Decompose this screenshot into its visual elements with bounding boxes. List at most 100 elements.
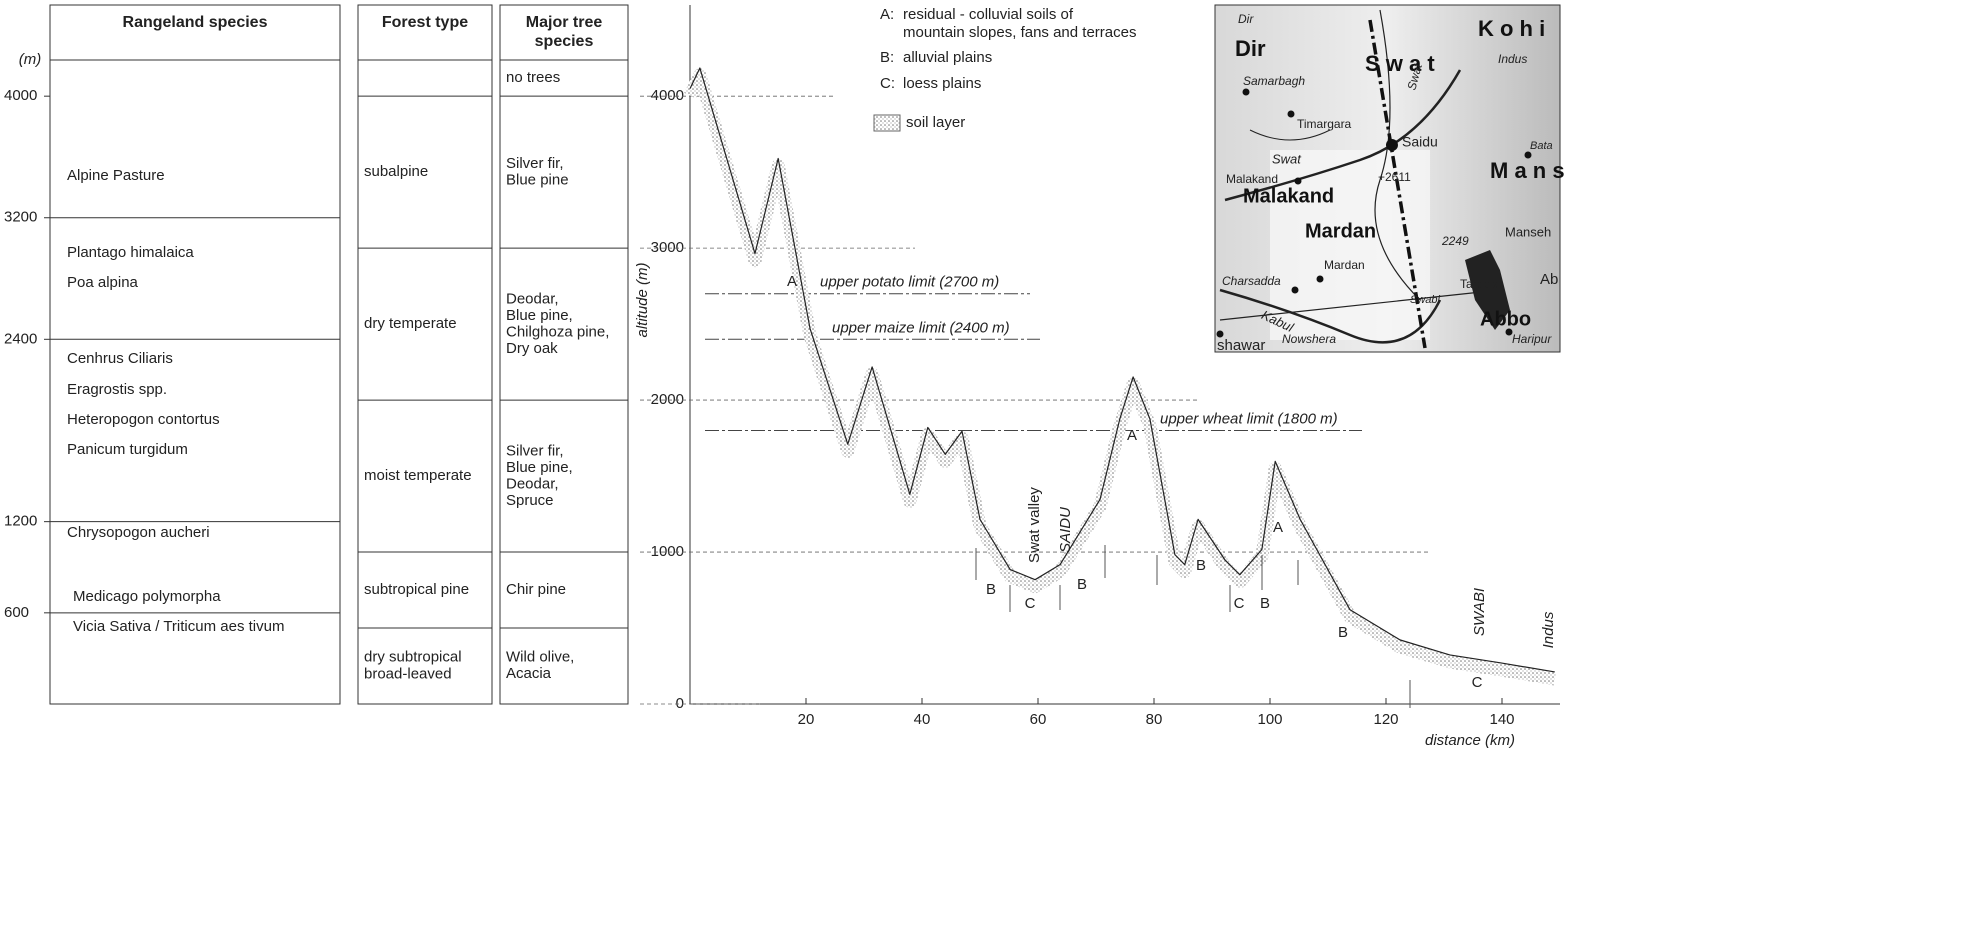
column-box: [358, 5, 492, 704]
altitude-tick-label: 4000: [4, 87, 37, 104]
y-tick-label: 3000: [651, 239, 684, 256]
legend-swatch: [874, 115, 900, 131]
species: Panicum turgidum: [67, 441, 188, 458]
forest-type: moist temperate: [364, 467, 472, 484]
legend-text: residual - colluvial soils of: [903, 6, 1074, 23]
legend-key: A:: [880, 6, 894, 23]
map-label: Mardan: [1305, 220, 1376, 242]
map-label: Bata: [1530, 140, 1553, 152]
map-inset: Dir Dir Samarbagh Timargara S w a t Saidu Swat…: [1215, 5, 1565, 354]
y-axis-label: altitude (m): [634, 262, 651, 337]
map-label: Ab: [1540, 271, 1558, 288]
town-marker: [1217, 331, 1224, 338]
map-label: Saidu: [1402, 134, 1438, 150]
forest-type: subalpine: [364, 163, 428, 180]
map-label: Haripur: [1512, 332, 1552, 346]
altitude-tick-label: 1200: [4, 513, 37, 530]
annotation: A: [787, 273, 797, 290]
map-label: M a n s: [1490, 158, 1565, 183]
species: Heteropogon contortus: [67, 411, 220, 428]
town-marker: [1525, 152, 1532, 159]
tree-species: Blue pine: [506, 171, 569, 188]
figure: Rangeland species Forest type Major tree sp…: [0, 0, 1961, 940]
map-label: Dir: [1238, 12, 1254, 26]
tree-species: Wild olive,: [506, 649, 574, 666]
header: Rangeland species: [123, 14, 268, 31]
tree-species: Silver fir,: [506, 442, 564, 459]
x-tick-label: 100: [1257, 711, 1282, 728]
x-tick-label: 140: [1489, 711, 1514, 728]
town-marker: [1317, 276, 1324, 283]
annotation: SAIDU: [1057, 507, 1074, 553]
tree-species: Deodar,: [506, 290, 559, 307]
town-marker: [1295, 178, 1302, 185]
map-label: Swat: [1272, 151, 1302, 166]
annotation: B: [1260, 595, 1270, 612]
map-label: K o h i: [1478, 16, 1545, 41]
map-label: Abbo: [1480, 308, 1531, 330]
map-label: Manseh: [1505, 224, 1551, 239]
x-axis-label: distance (km): [1425, 732, 1515, 749]
annotation: A: [1273, 519, 1283, 536]
zone-table: Rangeland species Forest type Major tree sp…: [4, 5, 628, 704]
crop-limit-label: upper potato limit (2700 m): [820, 274, 999, 291]
y-tick-label: 2000: [651, 391, 684, 408]
forest-type: subtropical pine: [364, 581, 469, 598]
y-tick-label: 0: [676, 695, 684, 712]
x-tick-label: 60: [1030, 711, 1047, 728]
annotation: C: [1472, 674, 1483, 691]
tree-species: no trees: [506, 69, 560, 86]
header: Forest type: [382, 14, 468, 31]
species: Chrysopogon aucheri: [67, 524, 210, 541]
y-tick-label: 1000: [651, 543, 684, 560]
map-label: Timargara: [1297, 117, 1352, 131]
species: Eragrostis spp.: [67, 381, 167, 398]
forest-type: dry subtropical: [364, 648, 462, 665]
annotation: Swat valley: [1026, 487, 1043, 563]
tree-species: Chilghoza pine,: [506, 323, 609, 340]
species: Alpine Pasture: [67, 167, 165, 184]
species: Plantago himalaica: [67, 244, 194, 261]
map-label: Charsadda: [1222, 274, 1281, 288]
tree-species: Acacia: [506, 665, 552, 682]
header: Major tree: [526, 14, 603, 31]
altitude-tick-label: 2400: [4, 330, 37, 347]
map-label: Mardan: [1324, 258, 1365, 272]
map-label: Indus: [1498, 52, 1527, 66]
altitude-tick-label: 3200: [4, 209, 37, 226]
altitude-tick-label: 600: [4, 604, 29, 621]
crop-limit-label: upper wheat limit (1800 m): [1160, 410, 1338, 427]
x-tick-label: 20: [798, 711, 815, 728]
legend-text: soil layer: [906, 114, 965, 131]
legend-text: loess plains: [903, 75, 981, 92]
town-marker: [1288, 111, 1295, 118]
map-label: Malakand: [1243, 185, 1334, 207]
tree-species: Deodar,: [506, 475, 559, 492]
legend-text: mountain slopes, fans and terraces: [903, 24, 1136, 41]
tree-species: Dry oak: [506, 340, 558, 357]
forest-type: broad-leaved: [364, 665, 452, 682]
annotation: C: [1234, 595, 1245, 612]
town-marker: [1243, 89, 1250, 96]
species: Poa alpina: [67, 274, 139, 291]
x-tick-label: 40: [914, 711, 931, 728]
town-marker: [1386, 139, 1398, 151]
map-label: S w a t: [1365, 51, 1435, 76]
annotation: C: [1025, 595, 1036, 612]
x-tick-label: 120: [1373, 711, 1398, 728]
map-label: Dir: [1235, 36, 1266, 61]
y-tick-label: 4000: [651, 87, 684, 104]
tree-species: Silver fir,: [506, 155, 564, 172]
tree-species: Blue pine,: [506, 459, 573, 476]
map-label: Malakand: [1226, 172, 1278, 186]
legend-key: B:: [880, 49, 894, 66]
unit-label: (m): [19, 51, 42, 68]
tree-species: Spruce: [506, 492, 554, 509]
species: Medicago polymorpha: [73, 588, 221, 605]
legend-key: C:: [880, 75, 895, 92]
header: species: [535, 33, 594, 50]
map-label: Samarbagh: [1243, 74, 1305, 88]
annotation: A: [1127, 427, 1137, 444]
map-label: +2611: [1378, 170, 1411, 184]
town-marker: [1292, 287, 1299, 294]
